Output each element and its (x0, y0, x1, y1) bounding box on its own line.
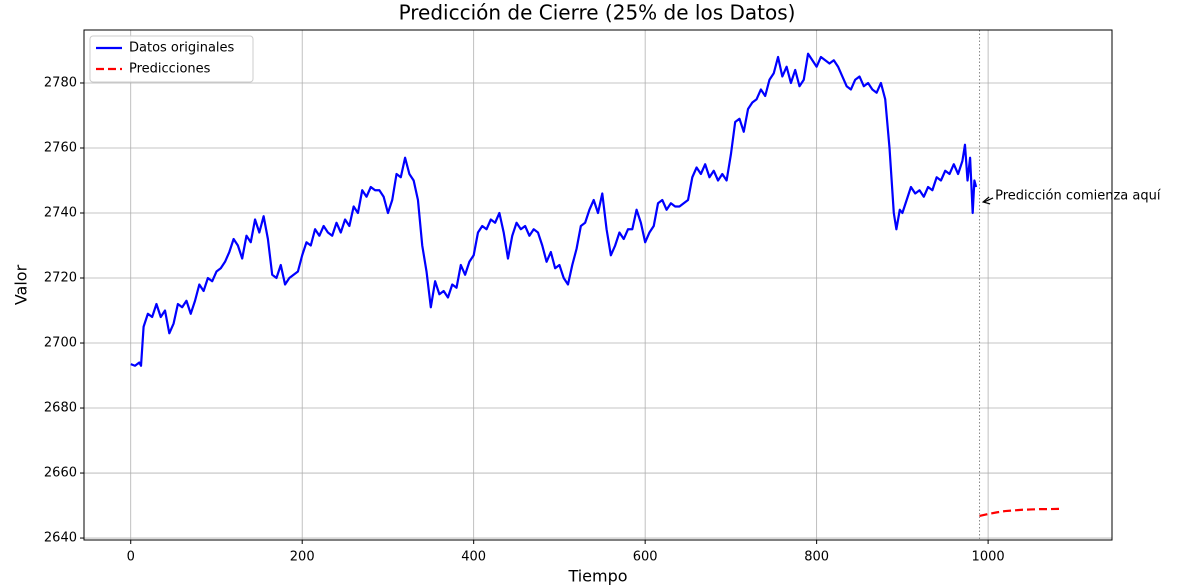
annotation-arrowhead (981, 196, 991, 205)
x-tick-label: 400 (461, 550, 486, 565)
annotation-arrow (983, 197, 994, 203)
x-tick-label: 800 (804, 550, 829, 565)
x-tick-label: 0 (127, 550, 135, 565)
legend-label: Datos originales (129, 41, 235, 56)
legend: Datos originales Predicciones (89, 35, 254, 83)
annotation-text: Predicción comienza aquí (995, 188, 1161, 203)
legend-label: Predicciones (129, 62, 211, 77)
x-tick-label: 600 (633, 550, 658, 565)
y-tick-label: 2780 (44, 75, 77, 90)
y-tick-label: 2740 (44, 206, 77, 221)
y-tick-label: 2680 (44, 401, 77, 416)
plot-frame (83, 29, 1113, 541)
y-tick-label: 2720 (44, 271, 77, 286)
y-axis-label: Valor (12, 264, 31, 305)
y-tick-label: 2640 (44, 531, 77, 546)
x-tick-label: 200 (290, 550, 315, 565)
x-tick-label: 1000 (972, 550, 1005, 565)
chart-title: Predicción de Cierre (25% de los Datos) (399, 1, 796, 25)
legend-box (89, 35, 254, 83)
y-tick-label: 2760 (44, 140, 77, 155)
y-tick-label: 2660 (44, 466, 77, 481)
x-axis-label: Tiempo (567, 567, 627, 586)
series-line (979, 507, 1062, 518)
series-line (130, 52, 978, 367)
y-tick-label: 2700 (44, 336, 77, 351)
